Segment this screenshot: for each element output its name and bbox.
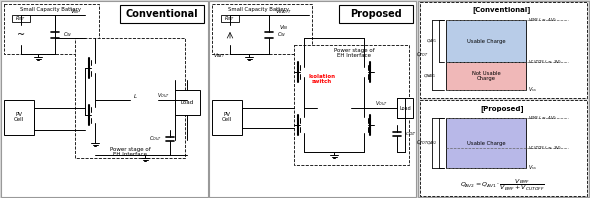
Text: Conventional: Conventional <box>126 9 198 19</box>
Bar <box>397 98 413 118</box>
Bar <box>212 100 242 135</box>
Bar <box>221 15 239 22</box>
Text: $V_{EMF}$ ($\approx$ 4V): $V_{EMF}$ ($\approx$ 4V) <box>528 114 556 122</box>
Text: $C_{OUT}$: $C_{OUT}$ <box>149 135 162 143</box>
Text: PV
Cell: PV Cell <box>14 112 24 122</box>
Text: $V_{BAT}$: $V_{BAT}$ <box>213 51 225 60</box>
Text: $C_{OUT}$: $C_{OUT}$ <box>405 130 417 138</box>
Text: $V_{CUTOFF}$ ($\approx$ 3V): $V_{CUTOFF}$ ($\approx$ 3V) <box>528 58 562 66</box>
Text: ~: ~ <box>17 30 25 40</box>
Text: Usable Charge: Usable Charge <box>467 38 505 44</box>
Bar <box>339 5 413 23</box>
Text: $V_{BAT,T}$: $V_{BAT,T}$ <box>276 8 293 16</box>
Bar <box>1 1 208 197</box>
Text: Load: Load <box>181 100 194 105</box>
Text: Proposed: Proposed <box>350 9 402 19</box>
Text: Usable Charge: Usable Charge <box>467 141 505 146</box>
Text: $R_{INT}$: $R_{INT}$ <box>224 14 235 23</box>
Bar <box>4 100 34 135</box>
Text: $V_{OUT}$: $V_{OUT}$ <box>375 100 388 109</box>
Bar <box>4 4 99 54</box>
Text: [Proposed]: [Proposed] <box>480 106 524 112</box>
Text: $Q_{NAV1}$: $Q_{NAV1}$ <box>424 72 437 80</box>
Text: $V_{ss}$: $V_{ss}$ <box>528 164 537 172</box>
Bar <box>420 100 587 196</box>
Bar <box>446 62 526 90</box>
Text: PV
Cell: PV Cell <box>222 112 232 122</box>
Text: $Q_{TOT}$: $Q_{TOT}$ <box>416 51 429 59</box>
Bar <box>446 118 526 168</box>
Text: $V_{OUT}$: $V_{OUT}$ <box>156 91 169 100</box>
Text: $L$: $L$ <box>133 92 137 100</box>
Bar <box>212 4 312 54</box>
Bar <box>418 1 589 197</box>
Text: $Q_{TOT}$: $Q_{TOT}$ <box>416 139 429 147</box>
Bar <box>75 38 185 158</box>
Text: $V_{IN}$: $V_{IN}$ <box>70 8 80 16</box>
Text: Load: Load <box>399 106 411 110</box>
Text: Isolation
switch: Isolation switch <box>309 74 336 84</box>
Text: Power stage of
EH Interface: Power stage of EH Interface <box>333 48 375 58</box>
Text: $V_{IN}$: $V_{IN}$ <box>279 24 289 32</box>
Text: Power stage of
EH Interface: Power stage of EH Interface <box>110 147 150 157</box>
Text: $V_{EMF}$ ($\approx$ 4V): $V_{EMF}$ ($\approx$ 4V) <box>528 16 556 24</box>
Bar <box>446 20 526 62</box>
Text: $Q_{AV2}$: $Q_{AV2}$ <box>426 139 437 147</box>
Text: $R_{INT}$: $R_{INT}$ <box>15 14 27 23</box>
Text: Not Usable
Charge: Not Usable Charge <box>471 71 500 81</box>
Bar <box>120 5 204 23</box>
Text: $V_{ss}$: $V_{ss}$ <box>528 86 537 94</box>
Text: Small Capacity Battery: Small Capacity Battery <box>228 7 290 11</box>
Text: $Q_{AV1}$: $Q_{AV1}$ <box>426 37 437 45</box>
Text: $C_{IN}$: $C_{IN}$ <box>277 30 286 39</box>
Text: $V_{CUTOFF}$ ($\approx$ 3V): $V_{CUTOFF}$ ($\approx$ 3V) <box>528 144 562 152</box>
Text: $Q_{AV2} = Q_{AV1} \cdot \dfrac{V_{EMF}}{V_{EMF} + V_{CUTOFF}}$: $Q_{AV2} = Q_{AV1} \cdot \dfrac{V_{EMF}}… <box>460 177 545 193</box>
Bar <box>297 52 347 107</box>
Bar <box>12 15 30 22</box>
Bar <box>294 45 409 165</box>
Text: $C_{IN}$: $C_{IN}$ <box>63 30 72 39</box>
Bar <box>175 90 200 115</box>
Text: [Conventional]: [Conventional] <box>473 7 531 13</box>
Text: Small Capacity Battery: Small Capacity Battery <box>19 7 80 11</box>
Bar <box>209 1 416 197</box>
Bar <box>420 2 587 98</box>
